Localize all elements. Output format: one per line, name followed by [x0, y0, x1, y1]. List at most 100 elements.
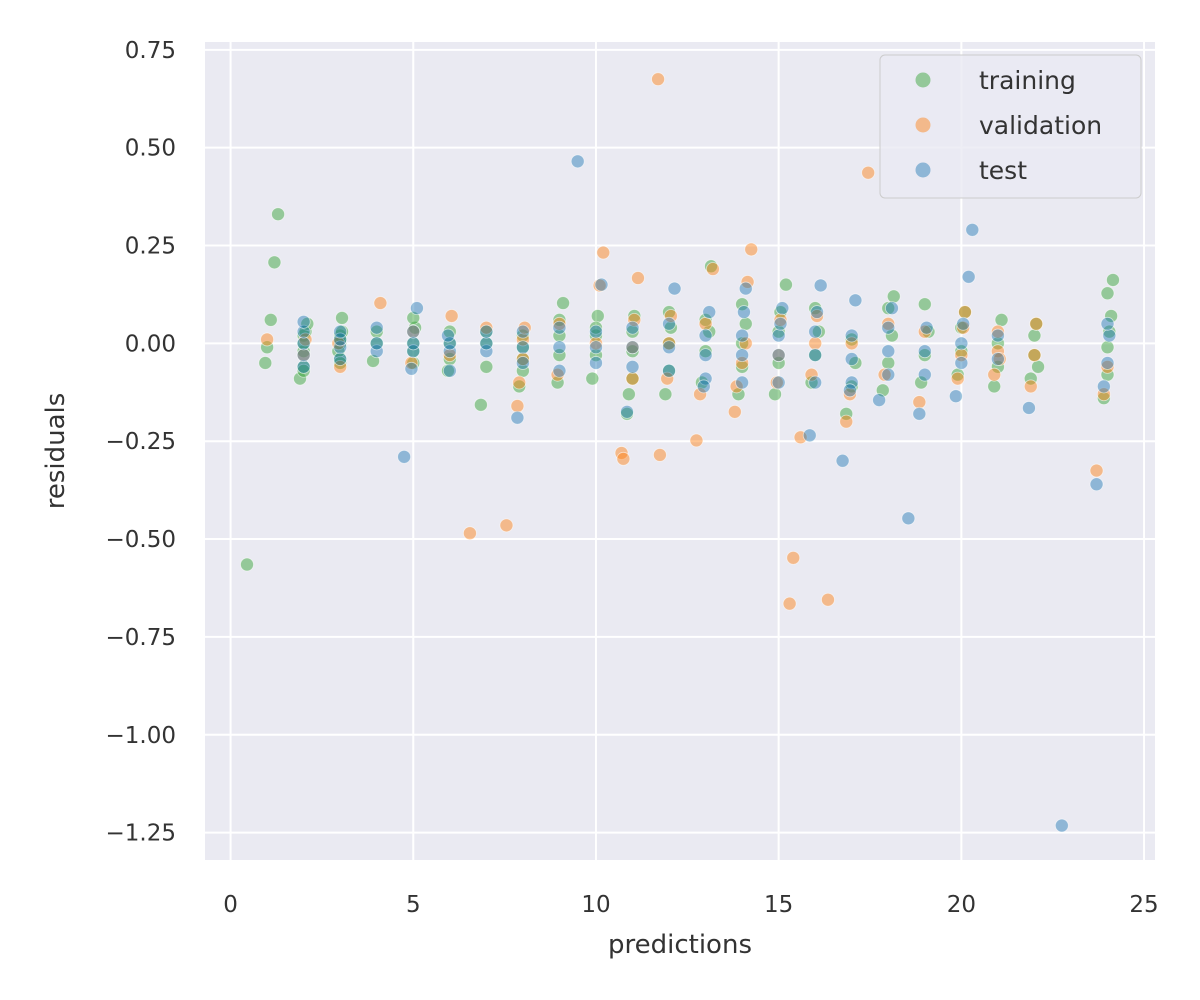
legend-label-test: test — [979, 156, 1027, 185]
validation-point — [954, 348, 969, 363]
training-point — [848, 356, 863, 370]
x-tick-label: 20 — [947, 892, 976, 918]
training-point — [296, 344, 311, 359]
test-point — [406, 344, 421, 359]
validation-point — [463, 526, 477, 541]
validation-point — [260, 332, 275, 347]
x-tick-labels: 0 5 10 15 20 25 — [223, 892, 1158, 918]
test-point — [570, 154, 585, 169]
training-point — [698, 344, 713, 359]
test-point — [961, 269, 976, 284]
test-point — [881, 320, 896, 335]
validation-point — [821, 592, 835, 607]
training-point — [1100, 340, 1115, 355]
test-point — [813, 278, 828, 293]
test-point — [808, 324, 823, 339]
training-point — [590, 309, 605, 323]
test-point — [835, 453, 850, 468]
test-point — [515, 340, 530, 355]
training-point — [663, 320, 678, 335]
test-point — [775, 301, 790, 316]
test-point — [406, 336, 421, 351]
validation-point — [1089, 463, 1104, 478]
test-point — [333, 324, 348, 339]
test-point — [881, 344, 896, 359]
training-point — [804, 375, 819, 390]
legend-marker-validation — [915, 117, 931, 133]
test-point — [1102, 328, 1117, 343]
test-point — [442, 344, 457, 359]
y-tick-label: −0.75 — [106, 625, 176, 651]
test-point — [844, 328, 859, 343]
test-point — [810, 305, 824, 319]
training-point — [1096, 391, 1111, 406]
test-point — [773, 316, 788, 331]
validation-point — [782, 596, 797, 611]
y-tick-labels: 0.75 0.50 0.25 0.00 −0.25 −0.50 −0.75 −1.00 −1.2… — [106, 38, 176, 847]
training-point — [240, 557, 254, 572]
validation-point — [804, 367, 819, 382]
data-points — [240, 72, 1120, 833]
test-point — [844, 352, 859, 366]
x-tick-label: 5 — [406, 892, 421, 918]
legend-marker-test — [915, 162, 931, 178]
test-point — [802, 428, 817, 443]
x-axis-title: predictions — [608, 930, 752, 960]
test-point — [404, 361, 419, 376]
test-point — [333, 340, 348, 355]
training-point — [263, 312, 278, 327]
training-point — [1100, 286, 1115, 301]
training-point — [839, 406, 854, 421]
y-tick-label: −0.25 — [106, 429, 176, 455]
training-point — [625, 324, 640, 339]
training-point — [886, 289, 901, 304]
validation-point — [499, 518, 514, 533]
training-point — [738, 316, 753, 331]
legend-marker-training — [915, 72, 931, 88]
legend-label-training: training — [979, 66, 1076, 95]
training-point — [735, 336, 750, 351]
test-point — [662, 363, 676, 378]
test-point — [397, 449, 412, 464]
test-point — [442, 363, 457, 378]
training-point — [550, 375, 565, 390]
training-point — [271, 207, 285, 222]
training-point — [987, 379, 1002, 394]
test-point — [333, 352, 348, 366]
training-point — [881, 301, 896, 316]
validation-point — [705, 262, 720, 276]
validation-point — [1100, 359, 1115, 374]
training-point — [994, 312, 1009, 327]
training-point — [844, 332, 859, 347]
test-point — [369, 320, 384, 335]
test-point — [369, 336, 384, 351]
test-point — [662, 316, 676, 331]
test-point — [625, 359, 640, 374]
validation-point — [786, 550, 801, 565]
test-point — [965, 222, 980, 237]
training-point — [552, 312, 567, 327]
validation-point — [404, 356, 419, 370]
training-point — [621, 387, 636, 402]
training-point — [695, 375, 709, 390]
validation-point — [662, 336, 676, 351]
validation-point — [1027, 348, 1042, 363]
test-point — [901, 511, 916, 526]
training-point — [625, 344, 640, 359]
test-point — [698, 328, 713, 343]
validation-point — [917, 324, 932, 339]
test-point — [625, 340, 640, 355]
training-point — [914, 375, 929, 390]
test-point — [552, 363, 567, 378]
validation-point — [950, 371, 965, 386]
test-point — [1100, 356, 1115, 370]
training-point — [771, 356, 786, 370]
test-point — [990, 352, 1005, 366]
test-point — [296, 336, 311, 351]
validation-point — [693, 387, 707, 402]
test-point — [954, 336, 969, 351]
test-point — [406, 324, 421, 339]
test-point — [662, 340, 676, 355]
training-point — [658, 387, 673, 402]
x-tick-label: 25 — [1129, 892, 1158, 918]
